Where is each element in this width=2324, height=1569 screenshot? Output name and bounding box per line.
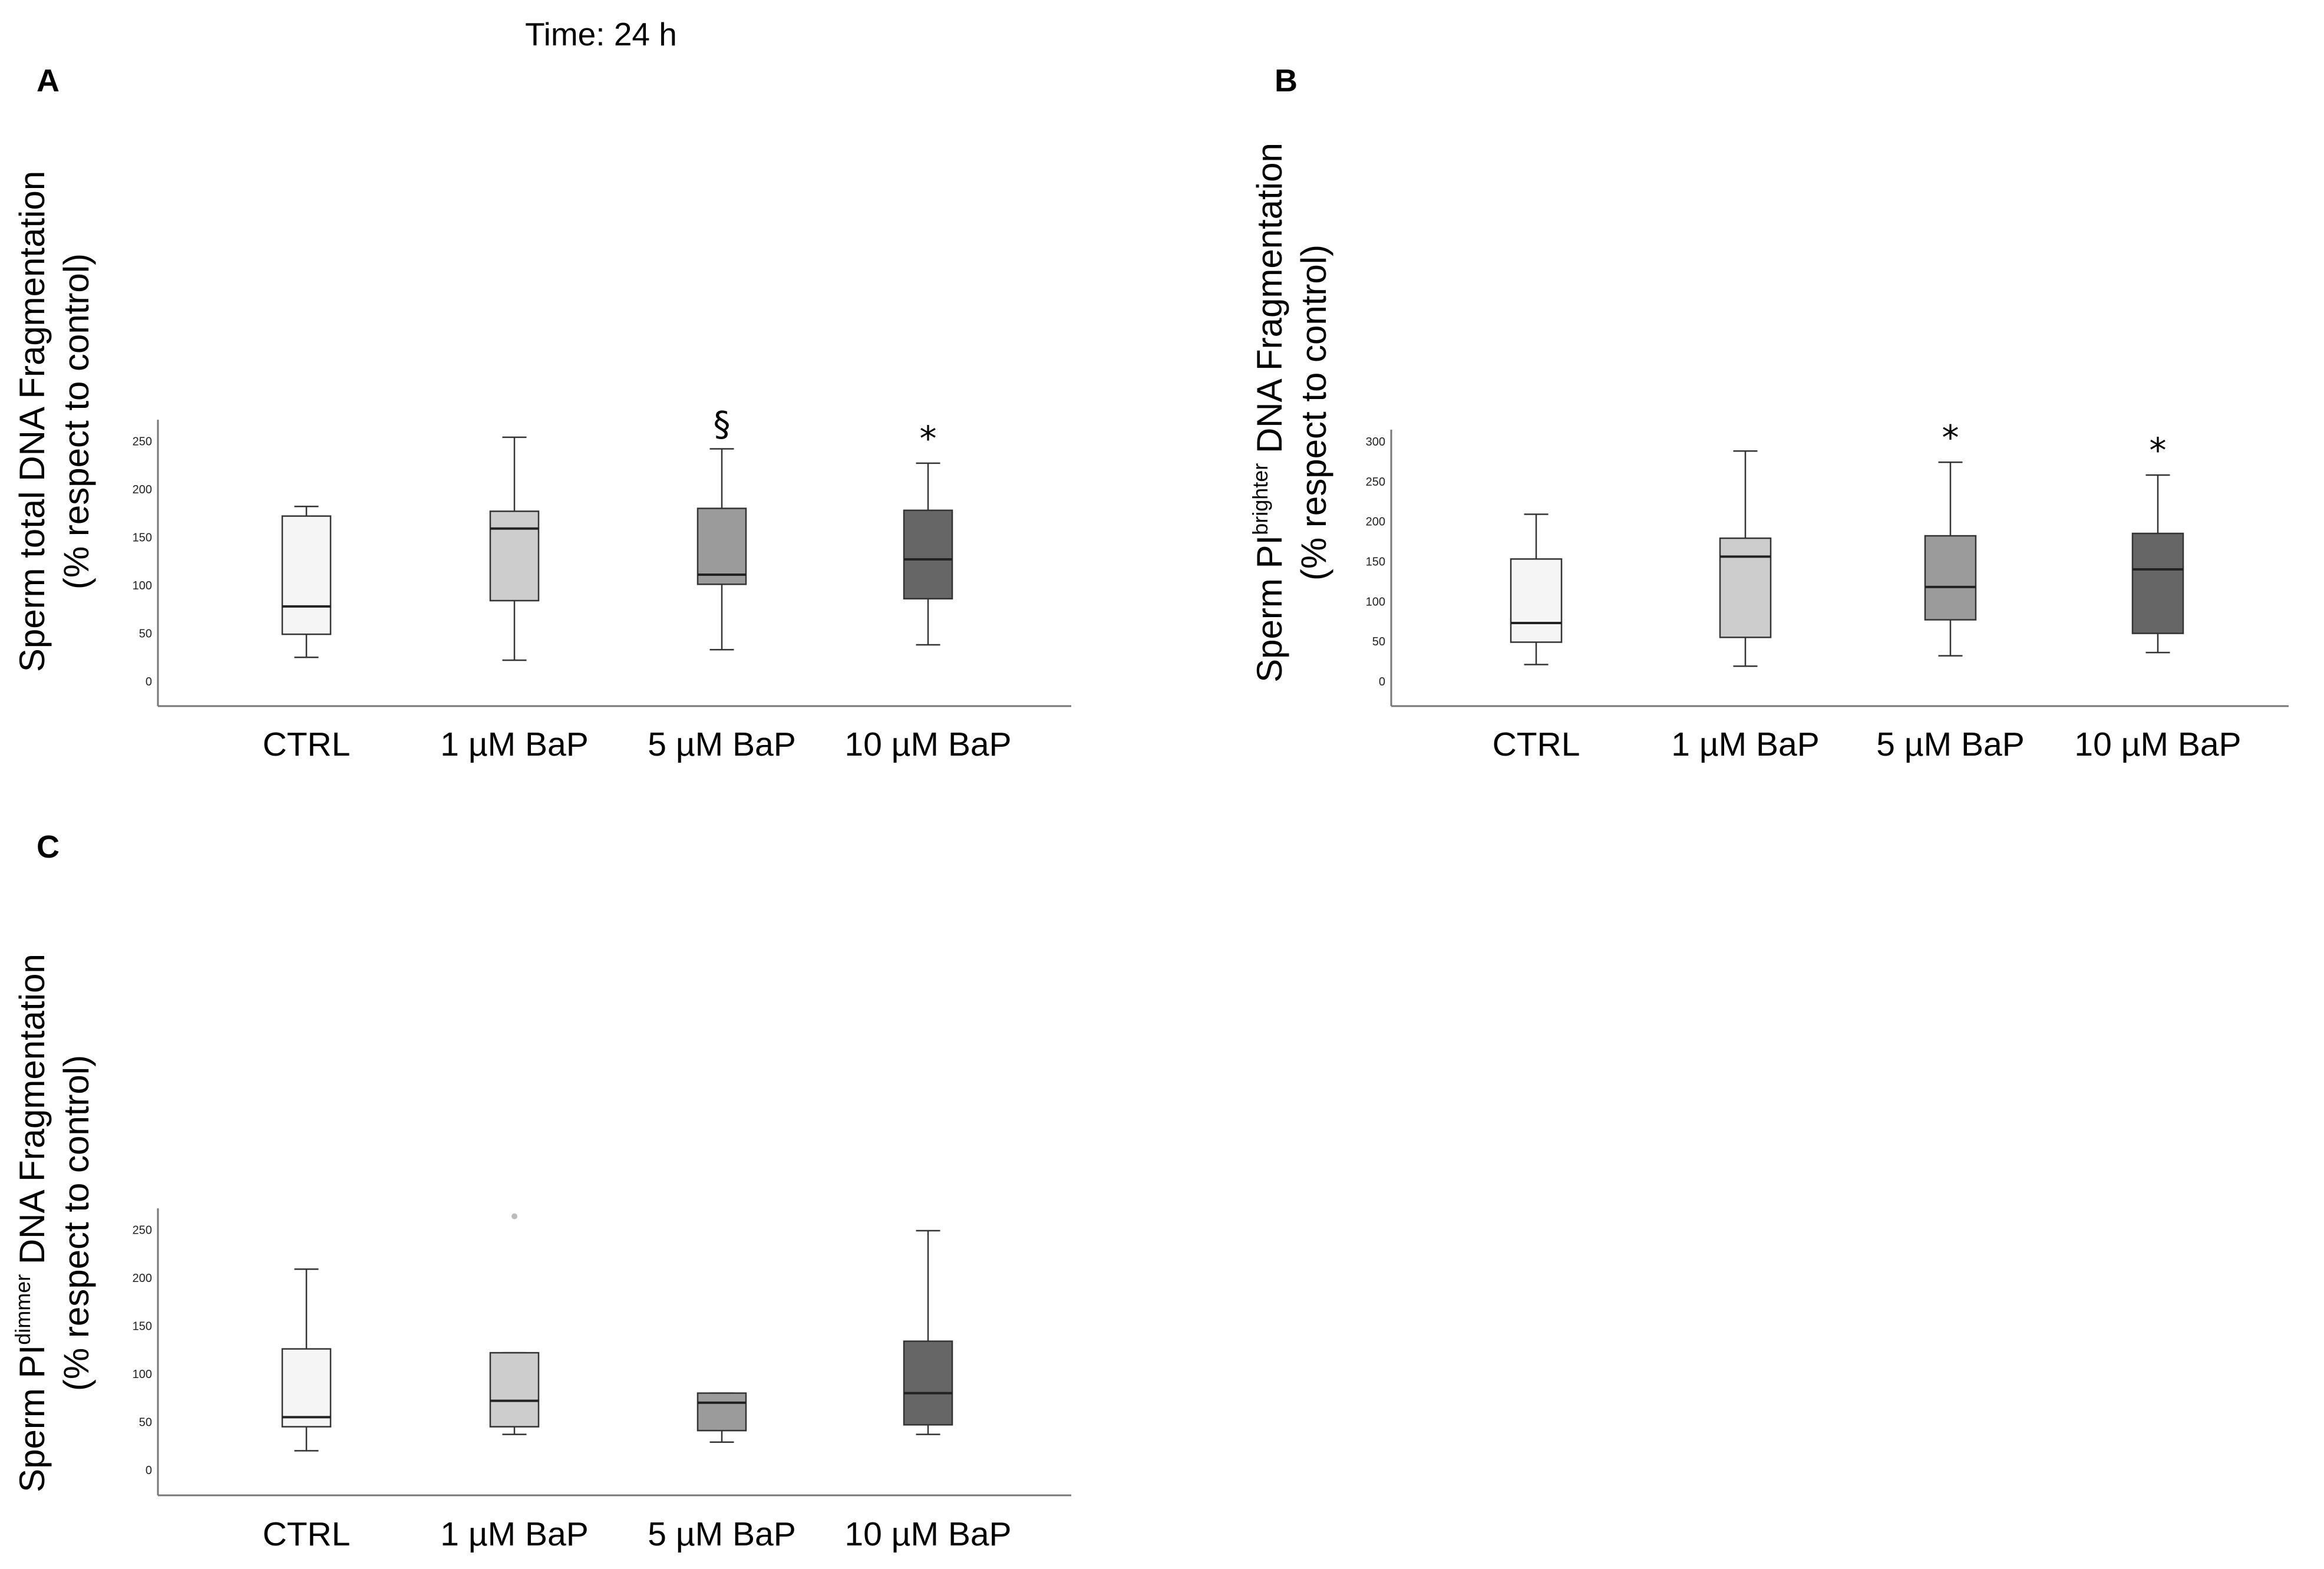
y-tick-label: 0: [146, 1464, 152, 1477]
y-tick-label: 150: [133, 1320, 152, 1333]
y-tick-label: 50: [139, 1416, 152, 1429]
significance-annotation: *: [920, 418, 937, 459]
y-axis-label-superscript: dimmer: [11, 1274, 35, 1345]
y-axis-label: Sperm PIdimmer DNA Fragmentation: [11, 954, 52, 1492]
panel-letter: C: [37, 829, 60, 865]
category-label: 5 µM BaP: [648, 1515, 795, 1553]
y-tick-label: 250: [1366, 476, 1385, 489]
box-0: [281, 515, 332, 635]
box-1: [489, 510, 540, 602]
category-label: 10 µM BaP: [2074, 726, 2241, 763]
category-label: 10 µM BaP: [844, 726, 1011, 763]
category-label: 5 µM BaP: [1876, 726, 2024, 763]
y-axis-label: Sperm PIbrighter DNA Fragmentation: [1248, 143, 1289, 683]
figure-title: Time: 24 h: [525, 16, 677, 52]
category-label: 1 µM BaP: [440, 1515, 588, 1553]
box-1: [489, 1352, 540, 1428]
y-axis-label: Sperm total DNA Fragmentation: [12, 171, 52, 672]
y-axis-label-part: DNA Fragmentation: [12, 954, 52, 1274]
y-tick-label: 100: [133, 1368, 152, 1381]
box-3: [903, 1340, 953, 1426]
y-tick-label: 100: [133, 579, 152, 592]
box-3: [2131, 532, 2184, 634]
category-label: 1 µM BaP: [1671, 726, 1819, 763]
y-axis-label-superscript: brighter: [1248, 463, 1272, 535]
y-tick-label: 200: [133, 483, 152, 496]
y-axis-label-line2: (% respect to control): [1294, 245, 1333, 581]
category-label: CTRL: [263, 1515, 351, 1553]
panel-letter: A: [37, 63, 60, 98]
y-tick-label: 150: [133, 531, 152, 544]
y-axis-label-line2: (% respect to control): [57, 1055, 96, 1391]
significance-annotation: *: [2150, 430, 2167, 470]
y-axis-label-part: Sperm PI: [12, 1345, 52, 1492]
y-tick-label: 200: [1366, 516, 1385, 529]
panel-letter: B: [1275, 63, 1298, 98]
y-tick-label: 200: [133, 1272, 152, 1285]
y-tick-label: 100: [1366, 595, 1385, 608]
box-2: [696, 1392, 747, 1432]
category-label: 1 µM BaP: [440, 726, 588, 763]
box-1: [1719, 537, 1772, 638]
y-tick-label: 0: [1379, 675, 1385, 688]
box-0: [281, 1348, 332, 1428]
category-label: CTRL: [263, 726, 351, 763]
category-label: CTRL: [1493, 726, 1580, 763]
panel-c: C 0 50 100 150 200 250 Sperm PIdimmer DNA Fragm…: [11, 829, 1071, 1553]
significance-annotation: *: [1942, 417, 1959, 457]
significance-annotation: §: [714, 404, 731, 444]
y-tick-label: 250: [133, 435, 152, 448]
y-axis-label-part: DNA Fragmentation: [1250, 143, 1289, 463]
y-axis-label-part: Sperm PI: [1250, 535, 1289, 683]
y-tick-label: 300: [1366, 436, 1385, 449]
box-3: [903, 509, 953, 600]
y-tick-label: 50: [1372, 635, 1385, 648]
panel-b: B 0 50 100 150 200 250 300 Sperm PIbrighter DNA …: [1248, 63, 2289, 763]
box-0: [1510, 558, 1563, 643]
box-2: [1924, 535, 1977, 621]
y-tick-label: 150: [1366, 555, 1385, 568]
y-axis-label-line2: (% respect to control): [57, 253, 96, 589]
y-tick-label: 250: [133, 1224, 152, 1237]
box-2: [696, 507, 747, 585]
y-tick-label: 0: [146, 675, 152, 688]
outlier-point: [511, 1213, 517, 1219]
y-tick-label: 50: [139, 627, 152, 640]
category-label: 10 µM BaP: [844, 1515, 1011, 1553]
panel-a: A 0 50 100 150 200 250 Sperm total DNA Fragment…: [12, 63, 1071, 763]
category-label: 5 µM BaP: [648, 726, 795, 763]
